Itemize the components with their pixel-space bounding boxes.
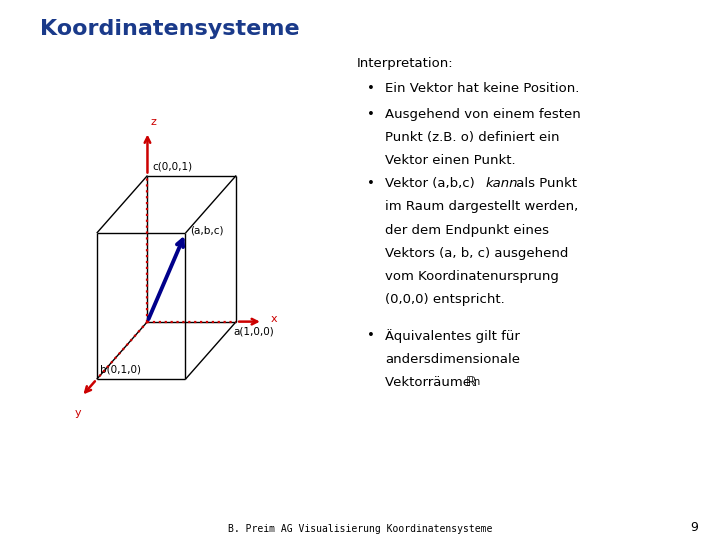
Text: vom Koordinatenursprung: vom Koordinatenursprung [385, 270, 559, 283]
Text: (a,b,c): (a,b,c) [190, 226, 224, 236]
Text: Vektors (a, b, c) ausgehend: Vektors (a, b, c) ausgehend [385, 247, 569, 260]
Text: kann: kann [485, 177, 518, 190]
Text: Koordinatensysteme: Koordinatensysteme [40, 19, 300, 39]
Text: (0,0,0) entspricht.: (0,0,0) entspricht. [385, 293, 505, 306]
Text: im Raum dargestellt werden,: im Raum dargestellt werden, [385, 200, 578, 213]
Text: der dem Endpunkt eines: der dem Endpunkt eines [385, 224, 549, 237]
Text: Vektor einen Punkt.: Vektor einen Punkt. [385, 154, 516, 167]
Text: z: z [150, 117, 156, 127]
Text: Vektor (a,b,c): Vektor (a,b,c) [385, 177, 480, 190]
Text: Ausgehend von einem festen: Ausgehend von einem festen [385, 108, 581, 121]
Text: •: • [367, 108, 375, 121]
Text: ℝ: ℝ [466, 376, 476, 389]
Text: •: • [367, 82, 375, 95]
Text: als Punkt: als Punkt [513, 177, 577, 190]
Text: x: x [271, 314, 277, 325]
Text: •: • [367, 329, 375, 342]
Text: Vektorräume: Vektorräume [385, 376, 475, 389]
Text: B. Preim AG Visualisierung Koordinatensysteme: B. Preim AG Visualisierung Koordinatensy… [228, 523, 492, 534]
Text: b(0,1,0): b(0,1,0) [100, 364, 141, 375]
Text: c(0,0,1): c(0,0,1) [152, 161, 192, 171]
Text: andersdimensionale: andersdimensionale [385, 353, 521, 366]
Text: a(1,0,0): a(1,0,0) [233, 326, 274, 336]
Text: 9: 9 [690, 521, 698, 534]
Text: •: • [367, 177, 375, 190]
Text: y: y [75, 408, 81, 417]
Text: Ein Vektor hat keine Position.: Ein Vektor hat keine Position. [385, 82, 580, 95]
Text: Punkt (z.B. o) definiert ein: Punkt (z.B. o) definiert ein [385, 131, 559, 144]
Text: Äquivalentes gilt für: Äquivalentes gilt für [385, 329, 520, 343]
Text: Interpretation:: Interpretation: [356, 57, 453, 70]
Text: n: n [473, 377, 480, 388]
